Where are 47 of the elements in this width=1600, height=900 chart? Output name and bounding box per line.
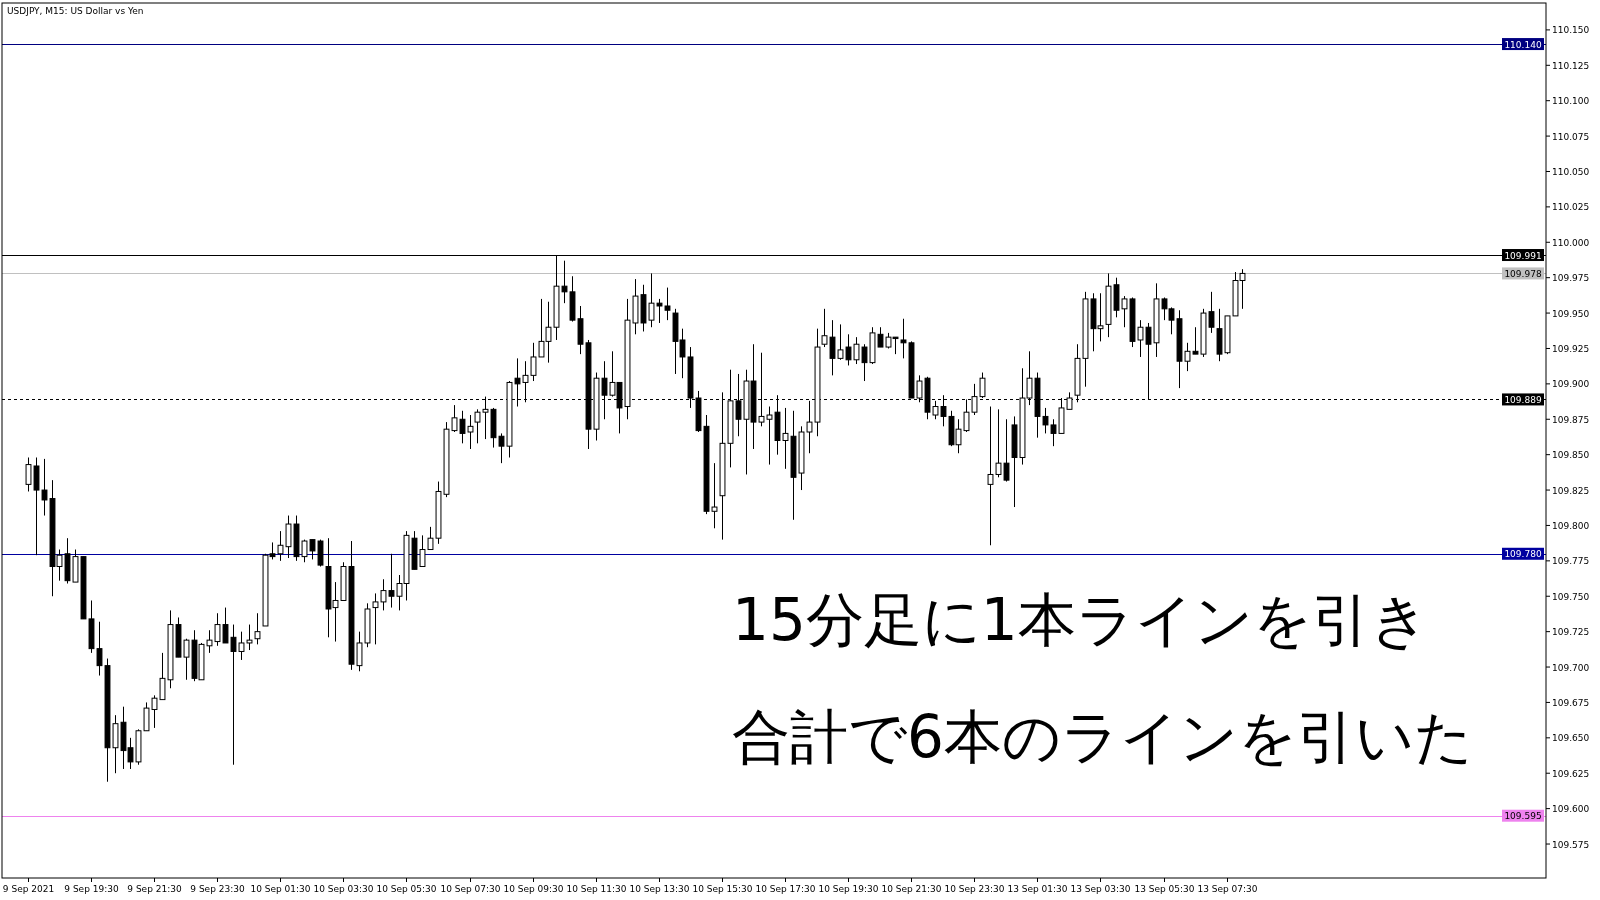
x-tick-label: 10 Sep 23:30 bbox=[944, 884, 1005, 894]
y-tick-label: 109.650 bbox=[1552, 733, 1590, 744]
y-tick-label: 109.950 bbox=[1552, 308, 1590, 319]
y-tick-label: 109.675 bbox=[1552, 697, 1590, 708]
x-tick-label: 10 Sep 07:30 bbox=[440, 884, 501, 894]
y-tick-label: 109.800 bbox=[1552, 520, 1590, 531]
x-tick-label: 10 Sep 21:30 bbox=[881, 884, 942, 894]
x-tick-label: 10 Sep 13:30 bbox=[629, 884, 690, 894]
y-tick-label: 109.625 bbox=[1552, 768, 1590, 779]
y-tick-label: 109.900 bbox=[1552, 379, 1590, 390]
x-tick-label: 10 Sep 11:30 bbox=[566, 884, 627, 894]
x-tick-label: 10 Sep 15:30 bbox=[692, 884, 753, 894]
x-tick-label: 9 Sep 23:30 bbox=[190, 884, 245, 894]
y-tick-label: 109.975 bbox=[1552, 273, 1590, 284]
y-tick-label: 110.125 bbox=[1552, 60, 1590, 71]
y-tick-label: 109.825 bbox=[1552, 485, 1590, 496]
x-tick-label: 9 Sep 19:30 bbox=[64, 884, 119, 894]
y-tick-label: 110.050 bbox=[1552, 166, 1590, 177]
y-tick-label: 109.850 bbox=[1552, 450, 1590, 461]
x-tick-label: 13 Sep 01:30 bbox=[1007, 884, 1068, 894]
y-tick-label: 109.750 bbox=[1552, 591, 1590, 602]
x-tick-label: 13 Sep 05:30 bbox=[1134, 884, 1195, 894]
chart-title: USDJPY, M15: US Dollar vs Yen bbox=[7, 6, 144, 16]
y-tick-label: 110.025 bbox=[1552, 202, 1590, 213]
y-tick-label: 109.700 bbox=[1552, 662, 1590, 673]
x-tick-label: 9 Sep 21:30 bbox=[127, 884, 182, 894]
y-tick-label: 109.725 bbox=[1552, 627, 1590, 638]
x-tick-label: 9 Sep 2021 bbox=[2, 884, 55, 894]
annotation: 15分足に1本ラインを引き bbox=[732, 586, 1429, 654]
annotation: 合計で6本のラインを引いた bbox=[732, 703, 1473, 771]
y-tick-label: 110.100 bbox=[1552, 96, 1590, 107]
y-tick-label: 110.075 bbox=[1552, 131, 1590, 142]
y-tick-label: 109.925 bbox=[1552, 343, 1590, 354]
x-tick-label: 10 Sep 05:30 bbox=[376, 884, 437, 894]
x-tick-label: 13 Sep 03:30 bbox=[1070, 884, 1131, 894]
y-tick-label: 109.600 bbox=[1552, 804, 1590, 815]
x-tick-label: 10 Sep 19:30 bbox=[818, 884, 879, 894]
y-tick-label: 109.875 bbox=[1552, 414, 1590, 425]
x-tick-label: 10 Sep 01:30 bbox=[250, 884, 311, 894]
x-tick-label: 13 Sep 07:30 bbox=[1197, 884, 1258, 894]
x-tick-label: 10 Sep 17:30 bbox=[755, 884, 816, 894]
y-tick-label: 110.150 bbox=[1552, 25, 1590, 36]
y-tick-label: 110.000 bbox=[1552, 237, 1590, 248]
x-tick-label: 10 Sep 03:30 bbox=[313, 884, 374, 894]
x-tick-label: 10 Sep 09:30 bbox=[503, 884, 564, 894]
y-tick-label: 109.775 bbox=[1552, 556, 1590, 567]
y-tick-label: 109.575 bbox=[1552, 839, 1590, 850]
